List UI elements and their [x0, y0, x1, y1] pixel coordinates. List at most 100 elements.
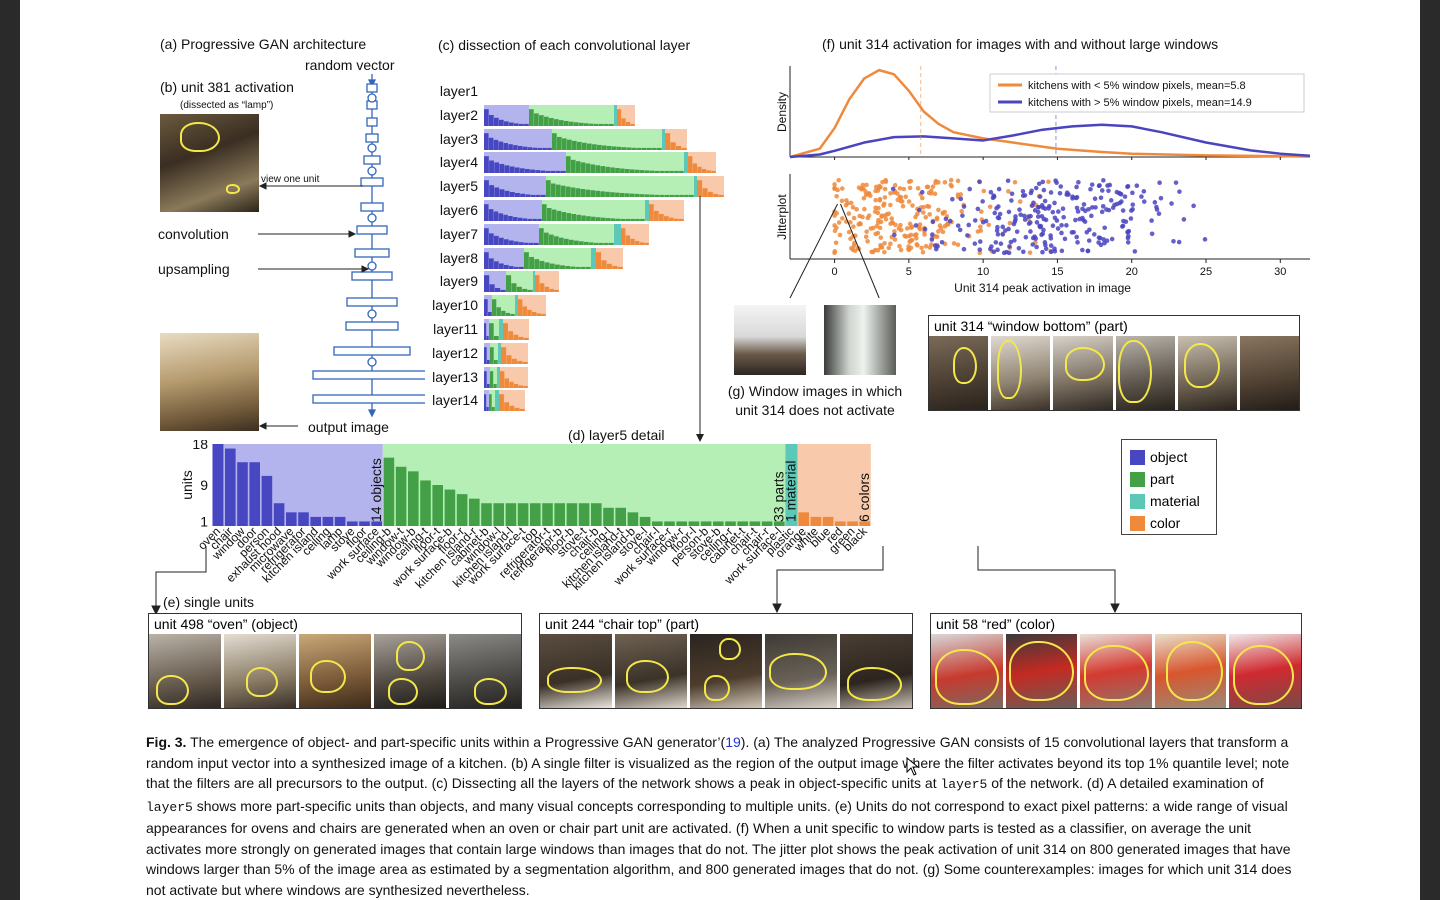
layer-color-segment — [500, 366, 528, 388]
y-tick-label: 9 — [200, 477, 208, 493]
jitter-point-small — [876, 205, 881, 211]
jitter-point-small — [898, 222, 903, 228]
jitter-point-small — [933, 180, 938, 186]
jitter-point-large — [996, 215, 1002, 221]
conv-block — [312, 370, 425, 380]
activation-region — [395, 641, 425, 672]
jitter-point-small — [906, 199, 912, 204]
jitter-point-large — [1035, 214, 1041, 219]
jitter-point-small — [878, 244, 884, 250]
architecture-pointers — [258, 182, 370, 430]
jitter-point-large — [1106, 188, 1111, 194]
jitter-point-small — [908, 232, 914, 238]
concept-bar — [334, 516, 346, 526]
jitter-point-small — [882, 241, 887, 246]
layer-material-segment — [591, 247, 596, 269]
jitter-point-small — [854, 207, 859, 212]
x-tick-label: 20 — [1126, 266, 1138, 278]
example-image — [1229, 634, 1301, 708]
jitter-point-large — [1091, 232, 1097, 237]
concept-bar — [591, 503, 602, 526]
jitter-point-large — [1101, 178, 1106, 183]
jitter-point-large — [1052, 248, 1058, 254]
jitter-point-large — [1126, 228, 1132, 234]
jitter-point-small — [865, 239, 870, 244]
jitter-point-large — [1141, 189, 1147, 194]
concept-bar — [847, 521, 858, 526]
jitter-point-large — [1125, 235, 1131, 241]
jitter-point-large — [1059, 230, 1064, 236]
jitter-point-large — [1032, 234, 1037, 239]
counterexample-arrow — [789, 203, 838, 299]
example-image — [1239, 336, 1300, 410]
jitter-point-large — [989, 244, 994, 249]
concept-bar — [481, 503, 492, 526]
concept-bar — [225, 448, 236, 526]
layer-label: layer8 — [439, 249, 478, 266]
layer-object-segment — [484, 176, 546, 198]
example-image — [540, 634, 612, 708]
jitter-point-small — [904, 226, 910, 231]
jitter-point-large — [997, 211, 1003, 217]
legend-label-small: kitchens with < 5% window pixels, mean=5… — [1028, 80, 1246, 92]
layer-color-segment — [688, 152, 716, 174]
jitter-point-large — [1001, 250, 1007, 256]
jitter-point-small — [851, 224, 856, 229]
example-image — [765, 634, 837, 708]
jitter-point-large — [1040, 205, 1046, 210]
jitter-point-small — [955, 178, 961, 184]
jitter-point-small — [846, 211, 852, 216]
jitter-point-small — [912, 232, 918, 238]
activation-region — [156, 674, 189, 705]
jitter-point-large — [1105, 183, 1110, 188]
concept-bar — [444, 489, 456, 526]
layer-part-segment — [566, 152, 684, 174]
jitter-point-large — [1073, 217, 1078, 223]
layer-part-segment — [552, 128, 662, 150]
jitter-point-large — [972, 218, 978, 223]
jitter-point-large — [1132, 249, 1138, 254]
jitter-point-large — [1128, 216, 1134, 221]
activation-region — [1118, 339, 1153, 403]
legend-color: color — [1130, 512, 1216, 534]
jitter-point-small — [872, 209, 878, 214]
jitter-point-small — [899, 199, 905, 204]
concept-bar — [603, 507, 614, 526]
counterexample-arrow — [840, 203, 880, 299]
reference-link[interactable]: 19 — [725, 734, 741, 750]
activation-region — [309, 659, 347, 694]
concept-bar — [469, 498, 480, 526]
parts-count-label: 33 parts — [770, 471, 786, 522]
density-curve — [789, 68, 1310, 159]
panel-b-title: (b) unit 381 activation — [160, 79, 294, 95]
jitter-point-small — [936, 229, 941, 234]
jitter-point-large — [1006, 250, 1012, 256]
layer-color-segment — [501, 342, 528, 364]
jitter-point-small — [926, 204, 932, 209]
jitter-point-small — [930, 184, 936, 189]
jitter-point-large — [1036, 204, 1041, 210]
jitter-point-large — [1059, 248, 1065, 254]
jitter-point-small — [927, 212, 932, 217]
concept-bar — [798, 512, 809, 526]
jitter-point-small — [892, 229, 897, 234]
jitter-point-large — [1119, 199, 1124, 204]
concept-bar — [761, 521, 773, 526]
conv-block — [354, 248, 390, 258]
jitter-point-large — [1074, 205, 1080, 211]
layer-part-segment — [489, 390, 495, 412]
concept-bar — [273, 503, 285, 526]
jitter-point-small — [1017, 199, 1023, 204]
jitter-point-large — [1157, 180, 1162, 186]
jitter-point-large — [890, 186, 896, 192]
concept-bar — [810, 516, 822, 526]
jitter-point-small — [836, 177, 841, 183]
jitter-point-large — [1082, 219, 1088, 224]
concept-bar — [359, 521, 370, 526]
jitter-point-small — [839, 186, 845, 191]
jitter-point-small — [898, 194, 904, 200]
jitter-point-small — [882, 249, 887, 255]
jitter-point-large — [1089, 182, 1095, 187]
layer-label: layer13 — [432, 368, 478, 385]
jitter-point-small — [832, 228, 838, 234]
